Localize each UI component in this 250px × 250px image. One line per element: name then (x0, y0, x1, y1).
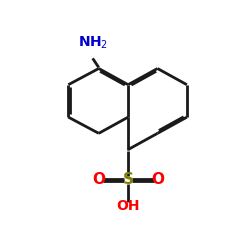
Text: O: O (92, 172, 105, 188)
Text: OH: OH (116, 199, 140, 213)
Text: O: O (151, 172, 164, 188)
Text: NH$_2$: NH$_2$ (78, 35, 108, 51)
Text: S: S (123, 172, 134, 188)
